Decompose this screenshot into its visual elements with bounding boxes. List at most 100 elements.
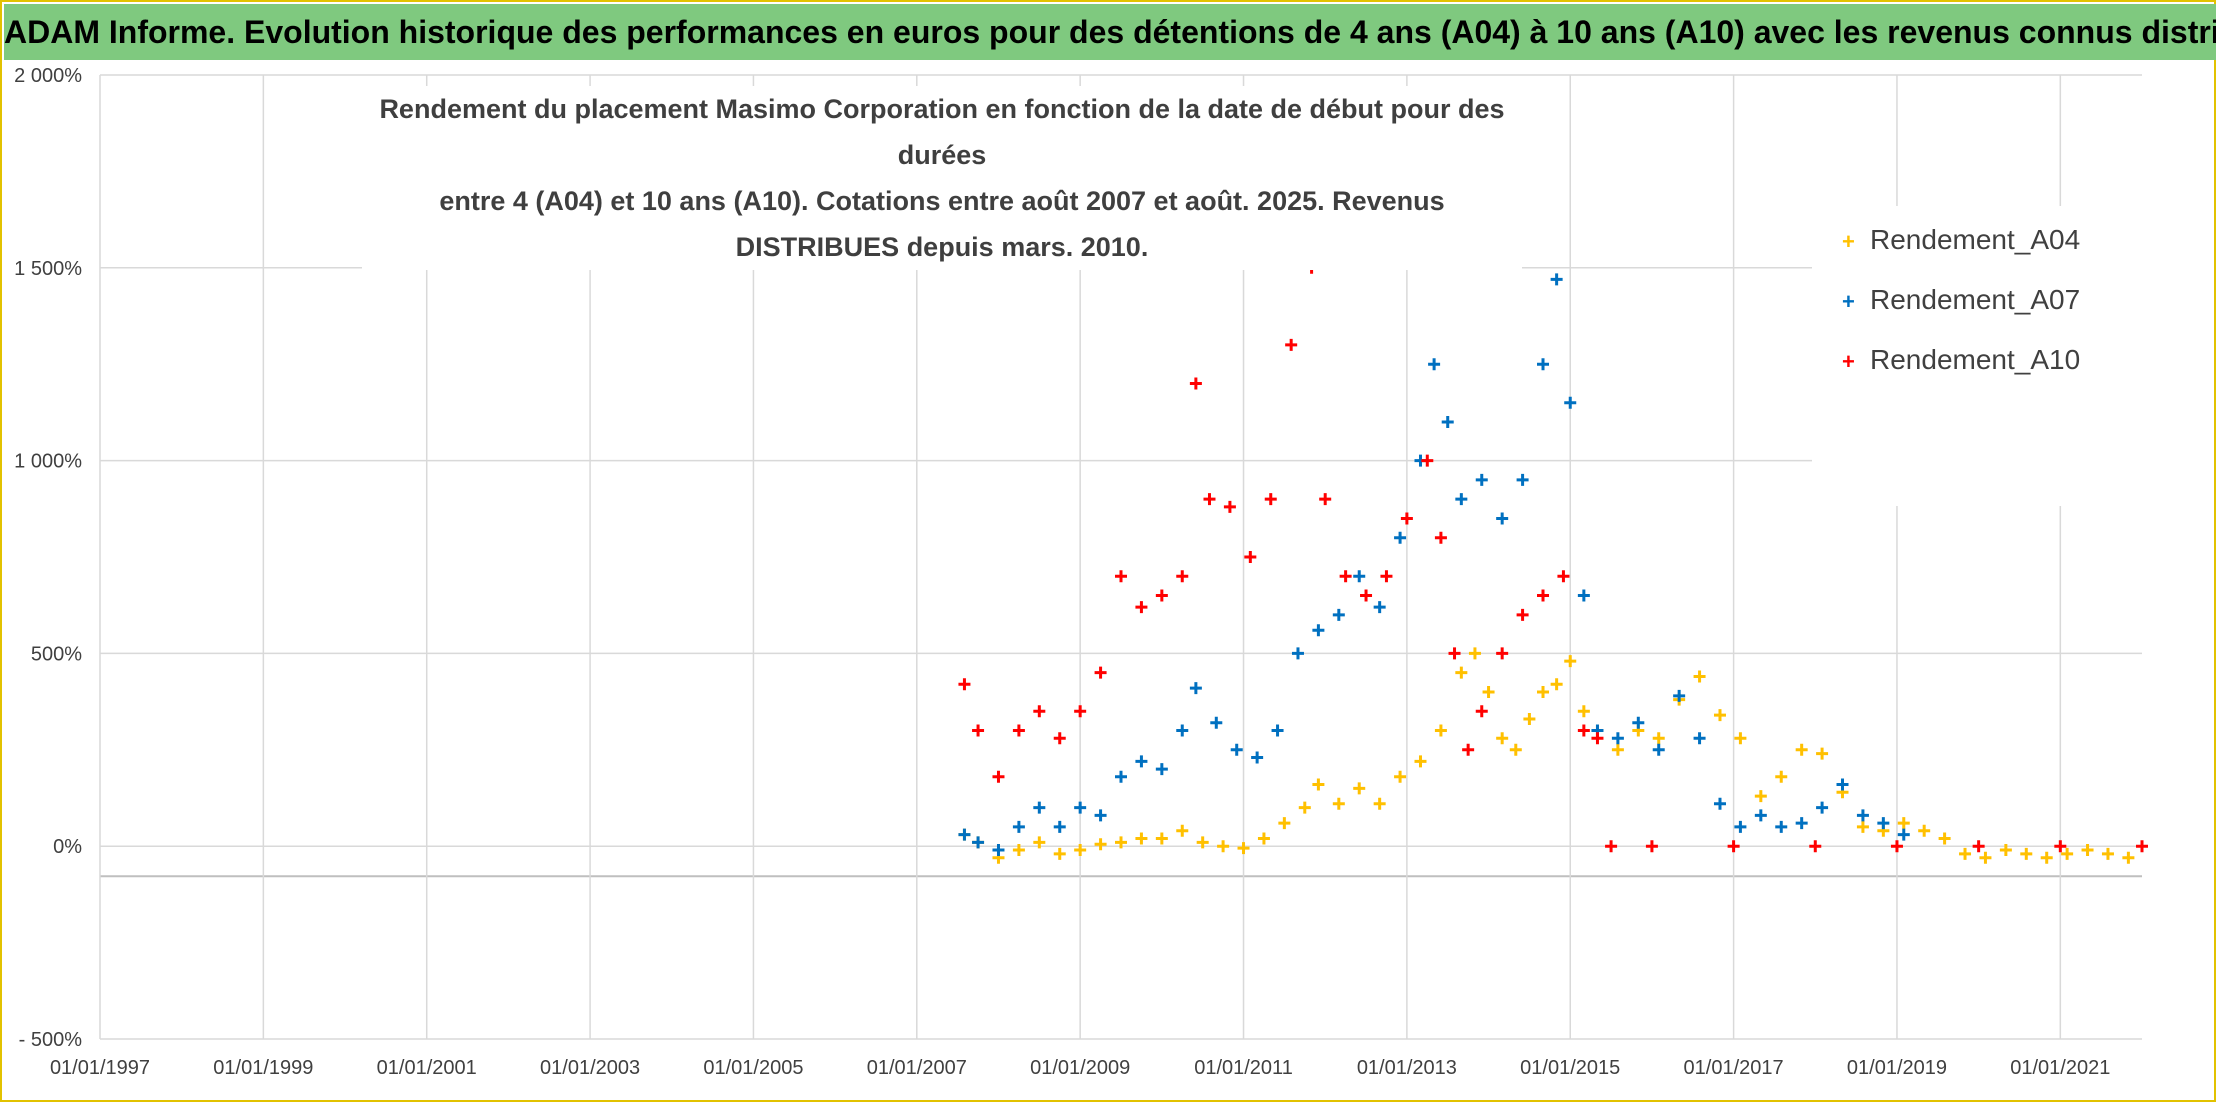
data-point [1734, 732, 1747, 745]
data-point [1251, 751, 1264, 764]
data-point [1455, 666, 1468, 679]
data-point [1856, 809, 1869, 822]
data-point [1012, 724, 1025, 737]
data-point [1094, 838, 1107, 851]
data-point [1223, 500, 1236, 513]
data-point [1550, 273, 1563, 286]
data-point [992, 770, 1005, 783]
data-point [1264, 493, 1277, 506]
data-point [1537, 685, 1550, 698]
data-point [1414, 755, 1427, 768]
data-point [1373, 601, 1386, 614]
data-point [1611, 743, 1624, 756]
data-point [1312, 778, 1325, 791]
data-point [1421, 454, 1434, 467]
data-point [1189, 377, 1202, 390]
data-series [958, 146, 2148, 864]
legend-marker-a10: + [1842, 349, 1855, 374]
series-rendement_a10 [958, 146, 2148, 853]
data-point [1455, 493, 1468, 506]
data-point [1775, 820, 1788, 833]
data-point [1135, 755, 1148, 768]
data-point [1271, 724, 1284, 737]
x-tick-label: 01/01/2009 [1030, 1057, 1130, 1079]
data-point [1291, 647, 1304, 660]
x-axis-ticks: 01/01/1997 01/01/1999 01/01/2001 01/01/2003… [50, 1057, 2110, 1079]
data-point [1591, 732, 1604, 745]
data-point [1754, 809, 1767, 822]
data-point [1468, 647, 1481, 660]
data-point [1693, 670, 1706, 683]
data-point [1693, 732, 1706, 745]
data-point [1428, 358, 1441, 371]
data-point [1496, 647, 1509, 660]
data-point [972, 724, 985, 737]
data-point [958, 828, 971, 841]
data-point [1135, 832, 1148, 845]
data-point [1577, 705, 1590, 718]
data-point [1938, 832, 1951, 845]
data-point [1537, 358, 1550, 371]
data-point [2136, 840, 2148, 853]
data-point [1652, 732, 1665, 745]
data-point [1012, 820, 1025, 833]
chart-title-line-1: Rendement du placement Masimo Corporatio… [379, 94, 1505, 170]
x-tick-label: 01/01/2013 [1357, 1057, 1457, 1079]
data-point [1196, 836, 1209, 849]
legend-item-a10: + Rendement_A10 [1842, 340, 2080, 380]
data-point [1713, 709, 1726, 722]
data-point [1734, 820, 1747, 833]
data-point [2122, 851, 2135, 864]
data-point [1577, 589, 1590, 602]
data-point [1176, 824, 1189, 837]
data-point [1856, 820, 1869, 833]
chart-title: Rendement du placement Masimo Corporatio… [362, 86, 1522, 270]
data-point [1516, 473, 1529, 486]
data-point [1319, 493, 1332, 506]
data-point [1033, 836, 1046, 849]
data-point [1339, 570, 1352, 583]
x-tick-label: 01/01/2015 [1520, 1057, 1620, 1079]
data-point [1890, 840, 1903, 853]
series-rendement_a07 [958, 273, 1910, 857]
data-point [1564, 655, 1577, 668]
data-point [1775, 770, 1788, 783]
chart-legend: + Rendement_A04 + Rendement_A07 + Rendement… [1812, 206, 2142, 506]
data-point [1176, 570, 1189, 583]
data-point [1373, 797, 1386, 810]
data-point [1176, 724, 1189, 737]
data-point [1516, 608, 1529, 621]
data-point [1115, 836, 1127, 849]
data-point [1115, 770, 1127, 783]
x-tick-label: 01/01/2001 [377, 1057, 477, 1079]
data-point [1115, 570, 1127, 583]
x-tick-label: 01/01/1999 [213, 1057, 313, 1079]
data-point [1475, 705, 1488, 718]
data-point [1155, 589, 1168, 602]
data-point [1836, 778, 1849, 791]
data-point [1278, 817, 1291, 830]
data-point [2054, 840, 2067, 853]
data-point [1509, 743, 1522, 756]
data-point [1312, 624, 1325, 637]
y-tick-label: - 500% [19, 1029, 83, 1051]
legend-label-a07: Rendement_A07 [1870, 284, 2081, 315]
y-tick-label: 0% [53, 836, 82, 858]
data-point [1434, 531, 1447, 544]
x-tick-label: 01/01/2021 [2010, 1057, 2110, 1079]
data-point [1298, 801, 1311, 814]
data-point [1605, 840, 1618, 853]
y-tick-label: 500% [31, 643, 82, 665]
legend-label-a10: Rendement_A10 [1870, 344, 2081, 375]
x-tick-label: 01/01/2011 [1194, 1057, 1293, 1079]
data-point [1632, 716, 1645, 729]
data-point [1257, 832, 1270, 845]
data-point [1754, 790, 1767, 803]
data-point [1074, 801, 1087, 814]
data-point [972, 836, 985, 849]
data-point [1448, 647, 1461, 660]
data-point [1462, 743, 1475, 756]
data-point [1475, 473, 1488, 486]
data-point [1012, 844, 1025, 857]
